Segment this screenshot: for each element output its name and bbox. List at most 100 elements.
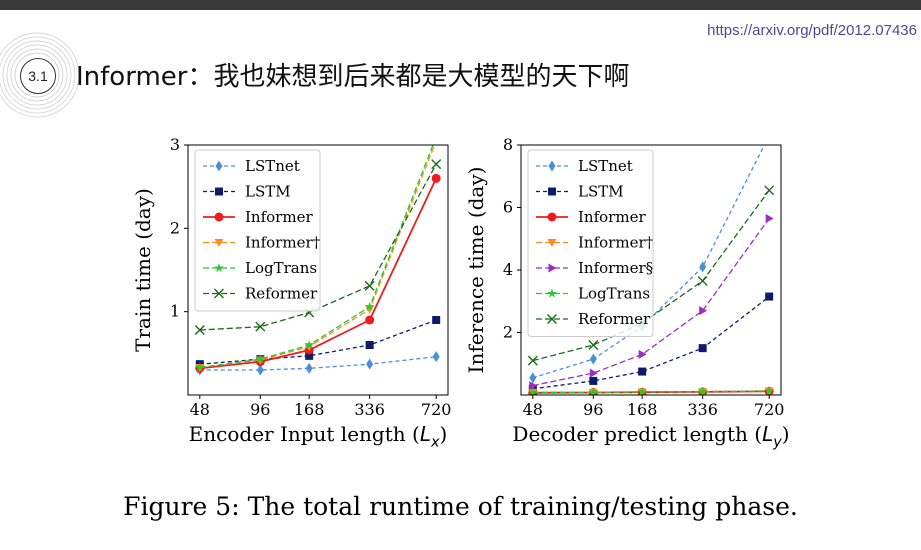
- y-tick-label: 3: [170, 135, 180, 154]
- legend-item: Informer: [203, 208, 313, 226]
- legend-marker: [548, 187, 556, 196]
- data-point: [365, 315, 375, 325]
- data-point: [255, 354, 266, 364]
- series-line: [199, 319, 437, 365]
- legend-item: Informer§: [536, 259, 653, 277]
- series-line: [532, 296, 770, 390]
- legend-box: [527, 149, 654, 337]
- series-Informer§: [529, 213, 774, 391]
- section-badge-decoration: [0, 32, 80, 118]
- legend-label: LSTnet: [578, 157, 633, 175]
- data-point: [305, 351, 314, 360]
- x-tick-label: 48: [523, 400, 543, 419]
- data-point: [528, 387, 538, 395]
- series-LogTrans: [528, 385, 774, 395]
- legend-marker: [547, 288, 557, 298]
- data-point: [364, 280, 375, 291]
- legend-item: Reformer: [536, 310, 651, 328]
- legend-item: Reformer: [203, 285, 318, 303]
- source-link[interactable]: https://arxiv.org/pdf/2012.07436: [707, 22, 917, 39]
- legend-marker: [214, 288, 224, 299]
- legend-label: LSTM: [245, 183, 291, 201]
- x-axis-label: Encoder Input length (Lx): [189, 422, 448, 451]
- x-tick-label: 168: [627, 400, 658, 419]
- plot-area: [194, 132, 442, 376]
- x-axis-label: Decoder predict length (Ly): [512, 422, 789, 451]
- data-point: [766, 130, 773, 141]
- legend-marker: [548, 160, 556, 172]
- top-bar: [0, 0, 921, 10]
- legend-marker: [547, 239, 557, 247]
- data-point: [432, 316, 441, 324]
- data-point: [366, 358, 374, 370]
- legend-item: LSTM: [536, 183, 624, 201]
- data-point: [431, 132, 441, 141]
- data-point: [431, 173, 441, 183]
- data-point: [765, 213, 774, 223]
- legend-marker: [214, 212, 224, 222]
- legend: LSTnet LSTM Informer Informer† LogTrans Refor…: [194, 149, 321, 312]
- data-point: [435, 145, 437, 146]
- series-LSTnet: [196, 351, 440, 376]
- legend-label: LSTnet: [245, 157, 300, 175]
- figure-caption: Figure 5: The total runtime of training/…: [123, 492, 798, 521]
- data-point: [529, 372, 537, 384]
- legend-label: Informer†: [578, 234, 654, 252]
- x-tick-label: 336: [687, 400, 718, 419]
- legend-item: Informer†: [203, 234, 321, 252]
- legend-item: Informer: [536, 208, 646, 226]
- legend-marker: [215, 160, 223, 172]
- data-point: [255, 321, 266, 332]
- legend-marker: [548, 263, 557, 273]
- legend-box: [194, 149, 321, 312]
- data-point: [529, 381, 538, 391]
- data-point: [699, 261, 707, 273]
- data-point: [256, 364, 264, 376]
- legend-marker: [215, 187, 223, 196]
- legend-item: LogTrans: [203, 259, 317, 277]
- y-tick-label: 8: [503, 135, 513, 154]
- series-line: [199, 356, 437, 371]
- data-point: [589, 376, 598, 385]
- data-point: [589, 368, 598, 378]
- x-tick-label: 96: [583, 400, 603, 419]
- x-tick-label: 336: [354, 400, 385, 419]
- y-tick-label: 1: [170, 302, 180, 321]
- plot-area: [527, 130, 775, 395]
- legend-item: LSTnet: [536, 157, 633, 175]
- x-tick-label: 720: [421, 400, 452, 419]
- legend-label: Informer: [245, 208, 313, 226]
- legend-label: Informer†: [245, 234, 321, 252]
- legend-item: LSTnet: [203, 157, 300, 175]
- legend-marker: [547, 314, 557, 324]
- data-point: [589, 353, 597, 365]
- data-point: [364, 301, 375, 311]
- x-tick-label: 720: [754, 400, 785, 419]
- slide-title: Informer：我也妹想到后来都是大模型的天下啊: [76, 62, 630, 92]
- y-tick-label: 2: [503, 323, 513, 342]
- data-point: [305, 362, 313, 374]
- y-tick-label: 4: [503, 260, 513, 279]
- x-tick-label: 48: [190, 400, 210, 419]
- series-LogTrans: [195, 132, 441, 372]
- data-point: [304, 340, 314, 350]
- legend: LSTnet LSTM Informer Informer† Informer§ LogT…: [527, 149, 654, 337]
- data-point: [698, 344, 707, 353]
- data-point: [588, 340, 599, 350]
- data-point: [194, 325, 205, 335]
- train-time-chart: 48 96 168 336 720 1 2 3 Encoder Input length (Lx…: [131, 132, 452, 451]
- section-number: 3.1: [20, 58, 56, 94]
- y-axis-label: Train time (day): [131, 188, 155, 352]
- legend-label: LSTM: [578, 183, 624, 201]
- data-point: [697, 275, 708, 286]
- data-point: [699, 306, 708, 316]
- legend-marker: [547, 212, 557, 222]
- data-point: [697, 386, 708, 395]
- series-line: [532, 218, 770, 387]
- data-point: [764, 385, 774, 395]
- data-point: [638, 349, 647, 359]
- legend-label: Informer: [578, 208, 646, 226]
- data-point: [638, 367, 647, 376]
- data-point: [195, 362, 205, 372]
- axes-frame: [187, 144, 449, 396]
